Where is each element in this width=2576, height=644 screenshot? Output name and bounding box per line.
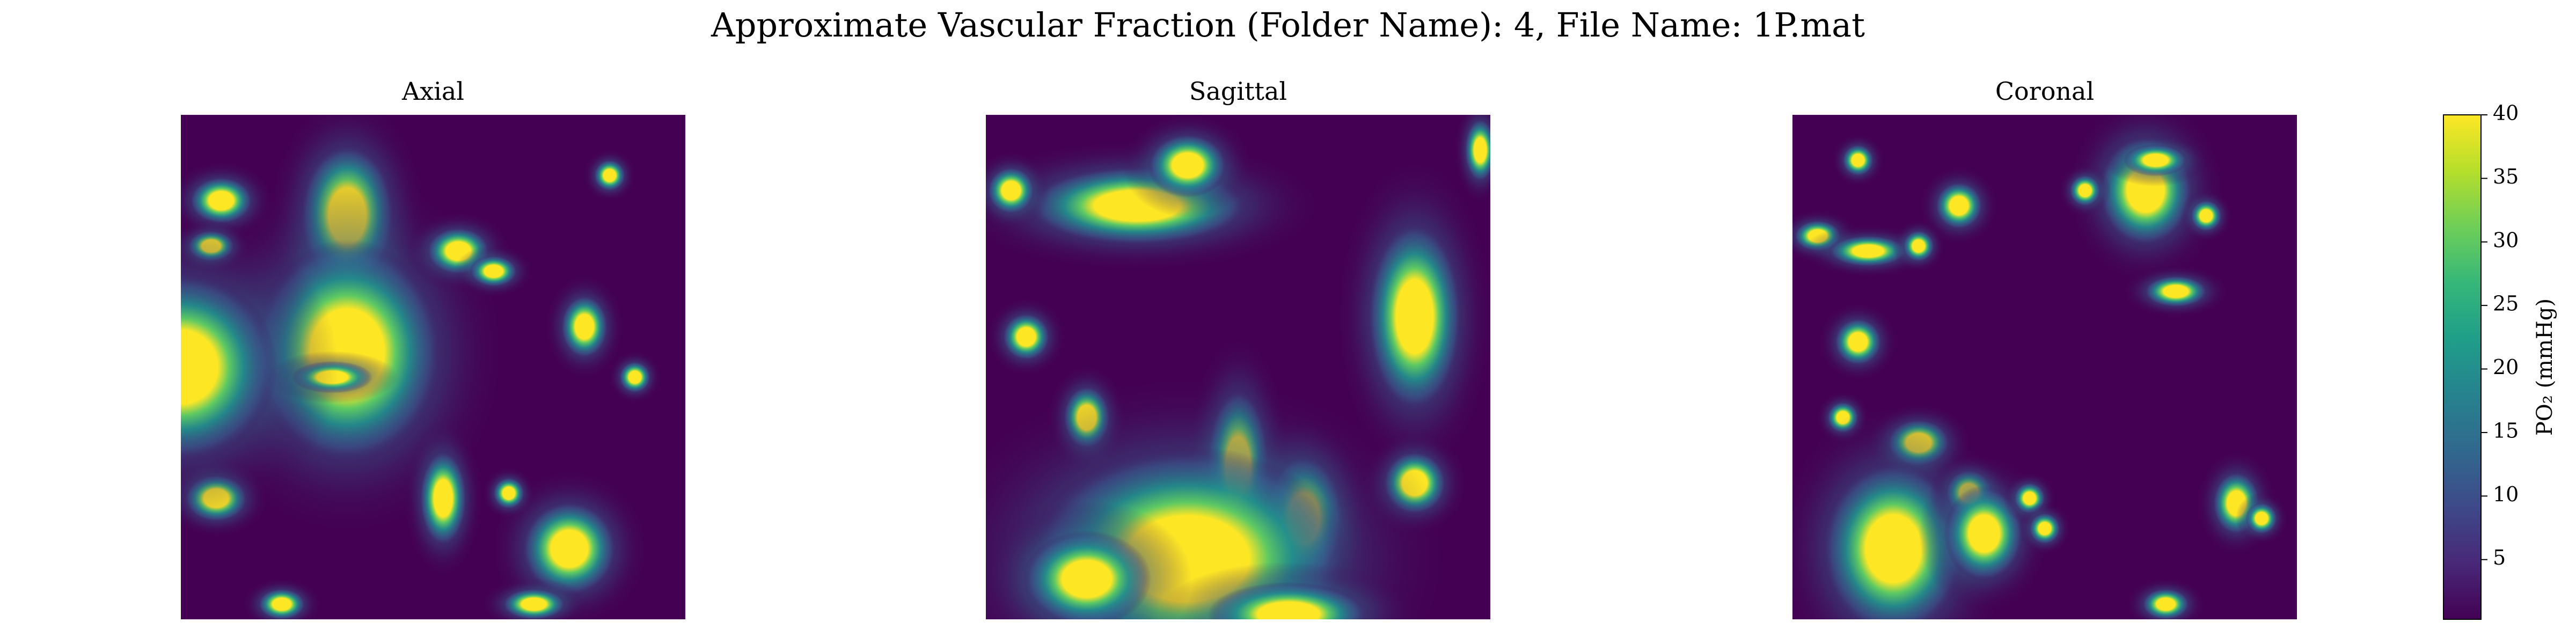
panel-title: Sagittal [1189,77,1287,106]
vessel [1834,317,1883,367]
vessel [2245,502,2278,535]
vessel [2069,174,2102,207]
heatmap [986,115,1490,619]
vessel [2141,588,2190,619]
vessel [181,270,278,464]
colorbar-label: PO₂ (mmHg) [2533,298,2557,436]
panel-title: Axial [401,77,464,106]
vessel [492,477,525,510]
vessel [1827,235,1909,267]
vessel [469,255,518,288]
vessel [2028,512,2061,545]
colorbar-tick-label: 15 [2493,419,2519,442]
vessel [593,159,626,192]
colorbar-tick-label: 10 [2493,482,2519,506]
vessel [1022,530,1152,619]
vessel [986,166,1036,215]
vessel [1464,118,1490,182]
colorbar [2443,114,2482,620]
colorbar-tick-label: 40 [2493,101,2519,125]
vessel [1935,181,1984,230]
vessel [1002,312,1051,361]
colorbar-tick-label: 5 [2493,546,2506,569]
colorbar-tick-label: 20 [2493,355,2519,379]
vessel [1208,582,1370,619]
panel-title: Coronal [1995,77,2094,106]
vessel [257,588,306,619]
vessel [1842,144,1875,177]
colorbar-tick-label: 30 [2493,228,2519,252]
vessel [560,294,609,359]
vessel [419,450,467,547]
vessel [2190,199,2222,232]
colorbar-tick-label: 35 [2493,165,2519,188]
vessel [1944,485,2025,582]
heatmap [181,115,685,619]
vessel [521,500,618,597]
vessel [501,588,567,619]
chart-title: Approximate Vascular Fraction (Folder Na… [711,5,1865,45]
vessel [1366,219,1463,414]
vessel [1147,133,1228,198]
heatmap [1792,115,2297,619]
vessel [618,361,652,393]
vessel [2123,144,2188,177]
vessel [2143,275,2208,308]
vessel [1902,230,1935,262]
colorbar-tick-label: 25 [2493,292,2519,316]
